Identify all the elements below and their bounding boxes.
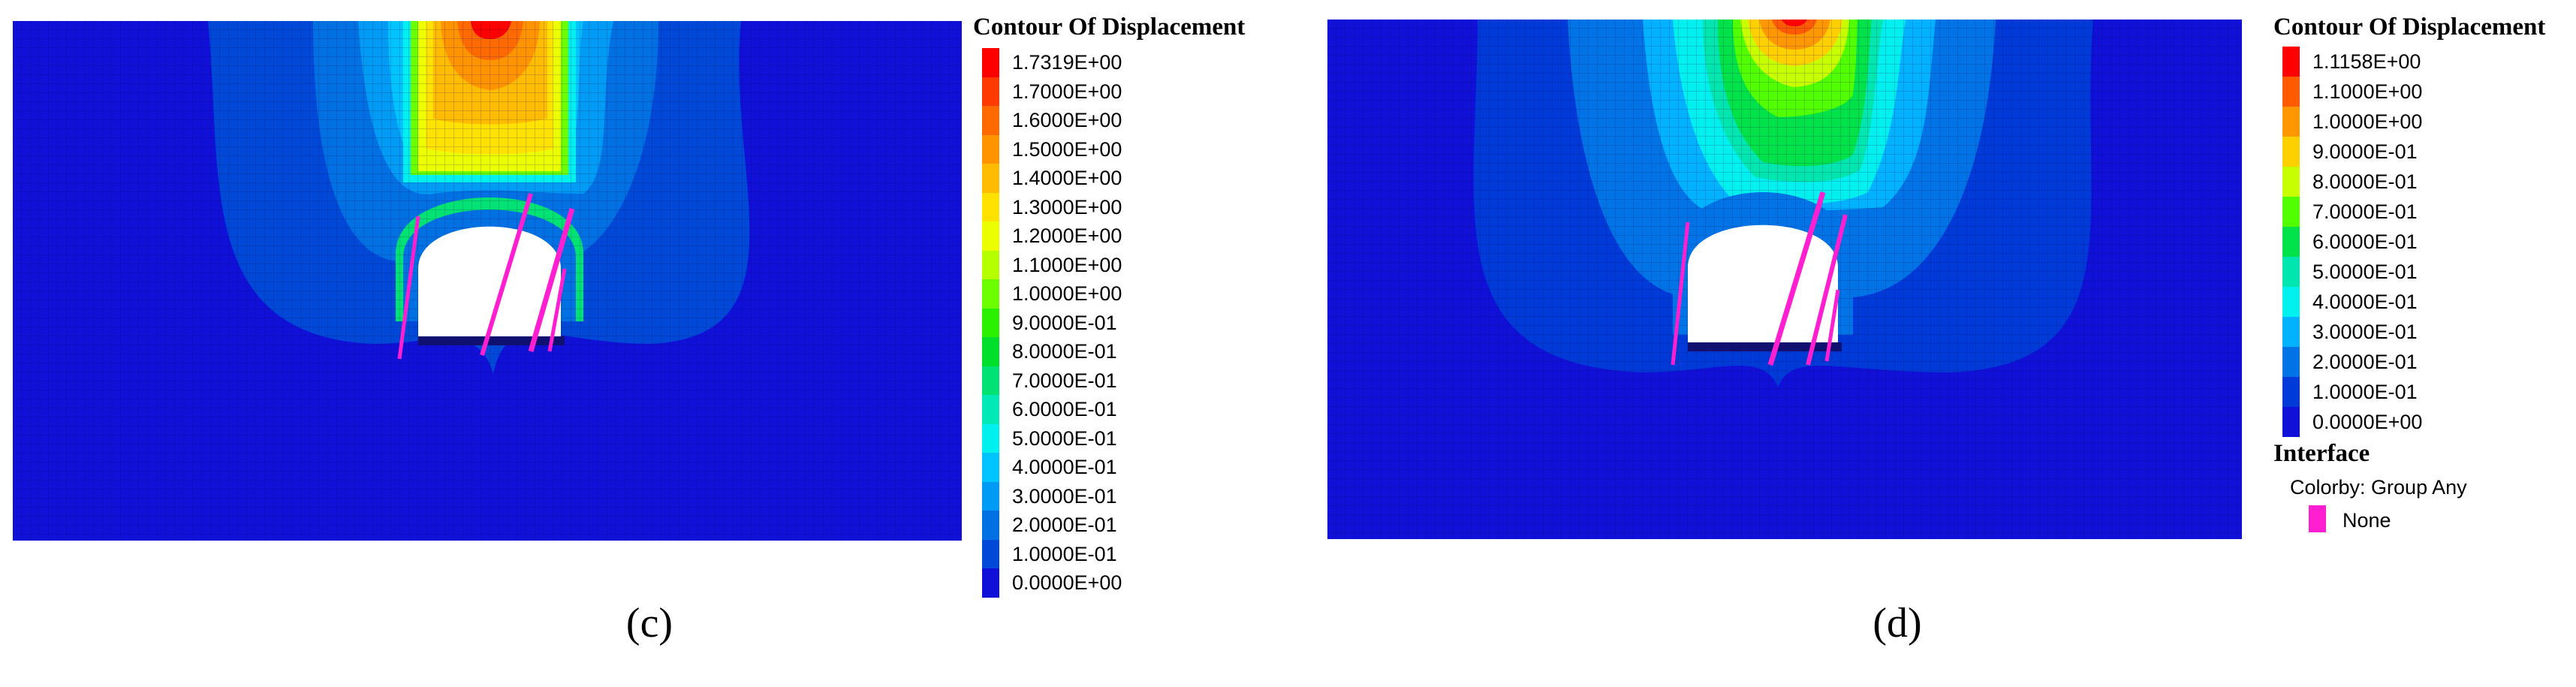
legend-level-label: 1.4000E+00 (1012, 167, 1122, 190)
panel-c: Contour Of Displacement 1.7319E+00 1.7000… (13, 14, 1246, 646)
interface-none-label: None (2343, 509, 2391, 532)
legend-swatch (2282, 227, 2300, 257)
legend-swatch (982, 423, 999, 453)
legend-swatch (2282, 407, 2300, 437)
legend-swatch (982, 48, 999, 77)
legend-level-label: 2.0000E-01 (2312, 351, 2418, 373)
displacement-contour-map-c (13, 21, 962, 541)
legend-level-label: 1.0000E+00 (1012, 282, 1122, 306)
legend-level-label: 4.0000E-01 (1012, 456, 1117, 479)
legend-level-label: 1.7319E+00 (1012, 51, 1122, 74)
contour-plot-d (1327, 20, 2242, 539)
legend-level-label: 1.0000E+00 (2312, 110, 2423, 133)
legend-swatch (982, 134, 999, 164)
legend-swatch (982, 481, 999, 511)
legend-swatch (982, 568, 999, 598)
legend-level-label: 8.0000E-01 (1012, 340, 1117, 363)
legend-level-label: 6.0000E-01 (1012, 398, 1117, 421)
interface-line-d-1 (1671, 221, 1690, 366)
caption-c: (c) (625, 600, 673, 646)
legend-swatch (2282, 137, 2300, 167)
legend-level-label: 4.0000E-01 (2312, 291, 2418, 313)
legend-swatch (982, 539, 999, 568)
legend-level-label: 1.1000E+00 (1012, 253, 1122, 276)
legend-level-label: 9.0000E-01 (1012, 311, 1117, 334)
tunnel-opening-d (1688, 224, 1838, 342)
interface-line-c-4 (547, 268, 567, 352)
legend-swatch (982, 511, 999, 540)
legend-swatch (982, 279, 999, 309)
interface-none-swatch (2309, 505, 2326, 532)
legend-swatch (982, 192, 999, 221)
legend-level-label: 1.6000E+00 (1012, 109, 1122, 132)
legend-swatch (2282, 257, 2300, 287)
interface-line-c-1 (397, 215, 420, 360)
legend-level-label: 1.5000E+00 (1012, 137, 1122, 161)
legend-level-label: 1.1000E+00 (2312, 80, 2423, 103)
interface-line-d-4 (1824, 289, 1840, 362)
legend-swatch (982, 453, 999, 482)
legend-level-label: 1.2000E+00 (1012, 224, 1122, 248)
legend-swatch (982, 106, 999, 135)
legend-swatch (982, 77, 999, 106)
legend-title-d: Contour Of Displacement (2273, 14, 2546, 41)
legend-level-label: 6.0000E-01 (2312, 231, 2418, 253)
legend-swatch (982, 337, 999, 366)
legend-title-c: Contour Of Displacement (973, 14, 1246, 41)
legend-swatch (2282, 107, 2300, 137)
legend-level-label: 8.0000E-01 (2312, 170, 2418, 193)
legend-swatch (2282, 317, 2300, 347)
legend-level-label: 2.0000E-01 (1012, 514, 1117, 537)
legend-level-label: 1.0000E-01 (2312, 381, 2418, 403)
legend-level-label: 9.0000E-01 (2312, 140, 2418, 163)
interface-line-c-2 (480, 193, 533, 356)
legend-level-label: 3.0000E-01 (1012, 484, 1117, 508)
legend-level-label: 1.0000E-01 (1012, 542, 1117, 565)
tunnel-floor-c (418, 336, 565, 345)
legend-level-label: 1.3000E+00 (1012, 195, 1122, 218)
legend-swatch (982, 250, 999, 279)
interface-title: Interface (2273, 440, 2370, 467)
legend-swatch (982, 308, 999, 337)
interface-line-d-3 (1806, 214, 1848, 366)
displacement-contour-map-d (1327, 20, 2242, 539)
legend-swatch (2282, 47, 2300, 77)
contour-plot-c (13, 21, 962, 541)
legend-swatch (982, 221, 999, 251)
legend-swatch (2282, 167, 2300, 197)
legend-swatch (982, 366, 999, 395)
legend-swatch (2282, 77, 2300, 107)
caption-d: (d) (1872, 600, 1922, 646)
panel-d: Contour Of Displacement 1.1158E+00 1.1000… (1288, 0, 2576, 687)
legend-level-label: 0.0000E+00 (2312, 411, 2423, 433)
legend-swatch (2282, 197, 2300, 227)
legend-level-label: 5.0000E-01 (2312, 261, 2418, 283)
legend-level-label: 5.0000E-01 (1012, 426, 1117, 450)
legend-swatch (982, 395, 999, 424)
tunnel-opening-c (418, 226, 561, 336)
interface-colorby: Colorby: Group Any (2290, 476, 2467, 499)
legend-level-label: 0.0000E+00 (1012, 571, 1122, 595)
tunnel-floor-d (1688, 342, 1842, 351)
legend-level-label: 1.1158E+00 (2312, 50, 2421, 73)
legend-swatch (982, 164, 999, 193)
legend-level-label: 1.7000E+00 (1012, 80, 1122, 103)
legend-level-label: 3.0000E-01 (2312, 321, 2418, 343)
legend-level-label: 7.0000E-01 (1012, 369, 1117, 392)
legend-swatch (2282, 347, 2300, 377)
legend-swatch (2282, 287, 2300, 317)
legend-level-label: 7.0000E-01 (2312, 200, 2418, 223)
interface-line-c-3 (528, 208, 575, 352)
legend-swatch (2282, 377, 2300, 407)
interface-line-d-2 (1767, 191, 1826, 366)
